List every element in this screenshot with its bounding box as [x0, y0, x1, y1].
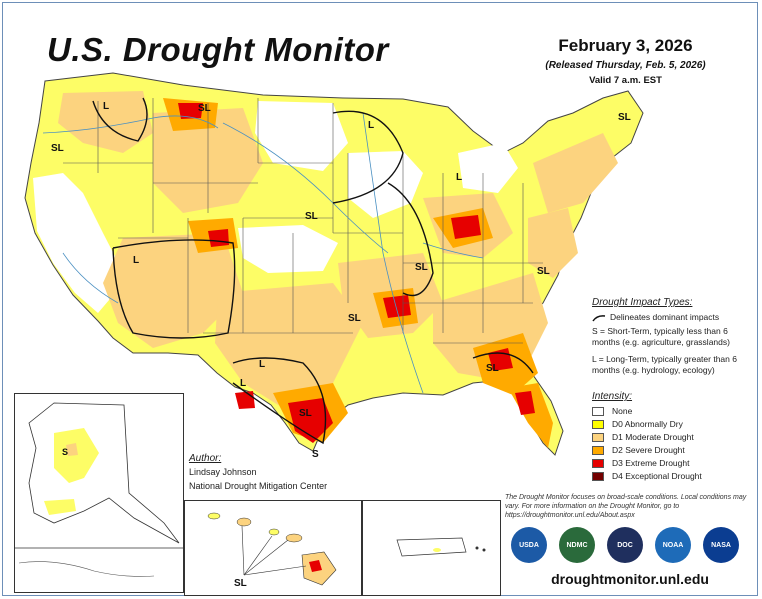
d3-colorado — [208, 229, 229, 247]
intensity-swatch — [592, 406, 604, 416]
intensity-heading: Intensity: — [592, 391, 633, 402]
intensity-legend-item: D0 Abnormally Dry — [592, 418, 683, 430]
puerto-rico-inset — [362, 500, 501, 596]
label-l-mn: L — [368, 120, 374, 131]
label-l-wa: L — [103, 101, 109, 112]
release-date: (Released Thursday, Feb. 5, 2026) — [545, 60, 706, 71]
map-impact-labels: L SL SL L SL L SL L SL SL SL L L SL SL S — [51, 101, 631, 460]
d3-bigbend — [235, 391, 255, 409]
d3-florida — [515, 391, 535, 415]
valid-time: Valid 7 a.m. EST — [589, 75, 662, 86]
intensity-swatch — [592, 419, 604, 429]
intensity-legend-item: D4 Exceptional Drought — [592, 470, 702, 482]
intensity-swatch — [592, 471, 604, 481]
label-sl-hi: SL — [234, 578, 247, 589]
intensity-label: D1 Moderate Drought — [612, 432, 694, 442]
intensity-legend-item: D1 Moderate Drought — [592, 431, 694, 443]
website-url[interactable]: droughtmonitor.unl.edu — [551, 571, 709, 587]
label-sl-tx: SL — [299, 408, 312, 419]
label-s-tx: S — [312, 449, 319, 460]
label-sl-ga: SL — [486, 363, 499, 374]
impact-line-icon — [592, 315, 606, 322]
logo-ndmc: NDMC — [559, 527, 595, 563]
intensity-swatch — [592, 432, 604, 442]
d3-indiana — [451, 215, 481, 239]
label-l-tx: L — [240, 378, 246, 389]
d1-northeast — [533, 133, 618, 213]
impact-lines — [92, 97, 534, 445]
d3-texas — [288, 398, 333, 443]
intensity-legend-item: D3 Extreme Drought — [592, 457, 689, 469]
disclaimer-note: The Drought Monitor focuses on broad-sca… — [505, 494, 747, 519]
intensity-label: D3 Extreme Drought — [612, 458, 690, 468]
none-kansas — [238, 225, 338, 273]
d3-idaho — [178, 103, 203, 119]
intensity-swatch — [592, 458, 604, 468]
none-west — [33, 173, 121, 313]
d1-southwest — [103, 233, 243, 348]
d1-midatlantic — [528, 208, 578, 278]
logo-noaa: NOAA — [655, 527, 691, 563]
rivers — [42, 112, 484, 394]
label-s-ak: S — [62, 447, 68, 457]
impact-types-heading: Drought Impact Types: — [592, 297, 693, 308]
label-l-nv: L — [133, 255, 139, 266]
intensity-legend-item: D2 Severe Drought — [592, 444, 685, 456]
intensity-label: D4 Exceptional Drought — [612, 471, 702, 481]
none-greatlakes — [458, 143, 518, 193]
author-label: Author: — [189, 453, 222, 464]
map-date: February 3, 2026 — [558, 36, 693, 55]
impact-long-term: L = Long-Term, typically greater than 6 … — [592, 354, 737, 375]
label-sl-va: SL — [537, 266, 550, 277]
intensity-label: D2 Severe Drought — [612, 445, 685, 455]
intensity-label: None — [612, 406, 633, 416]
label-sl-mt: SL — [198, 103, 211, 114]
author-name: Lindsay Johnson — [189, 467, 257, 477]
d1-pnw — [58, 91, 153, 153]
impact-delineates-row: Delineates dominant impacts — [592, 312, 762, 323]
label-sl-ne: SL — [305, 211, 318, 222]
label-l-nm: L — [259, 359, 265, 370]
label-l-mi: L — [456, 172, 462, 183]
conus-drought-map: L SL SL L SL L SL L SL SL SL L L SL SL S — [24, 72, 644, 460]
label-sl-or: SL — [51, 143, 64, 154]
logo-usda: USDA — [511, 527, 547, 563]
d1-southplains — [215, 283, 363, 408]
label-sl-ok: SL — [348, 313, 361, 324]
logo-nasa: NASA — [703, 527, 739, 563]
alaska-inset: S — [14, 393, 184, 593]
logo-doc: DOC — [607, 527, 643, 563]
hawaii-inset: SL — [184, 500, 362, 596]
label-sl-il: SL — [415, 262, 428, 273]
author-org: National Drought Mitigation Center — [189, 481, 328, 491]
none-midwest — [348, 151, 423, 218]
map-title: U.S. Drought Monitor — [47, 31, 389, 68]
impact-short-term: S = Short-Term, typically less than 6 mo… — [592, 326, 730, 347]
intensity-legend-item: None — [592, 405, 632, 417]
d3-arkansas — [383, 295, 411, 318]
impact-delineates-text: Delineates dominant impacts — [610, 312, 720, 322]
state-boundaries — [63, 98, 543, 344]
none-northplains — [255, 101, 348, 171]
label-sl-me: SL — [618, 112, 631, 123]
intensity-label: D0 Abnormally Dry — [612, 419, 683, 429]
intensity-swatch — [592, 445, 604, 455]
